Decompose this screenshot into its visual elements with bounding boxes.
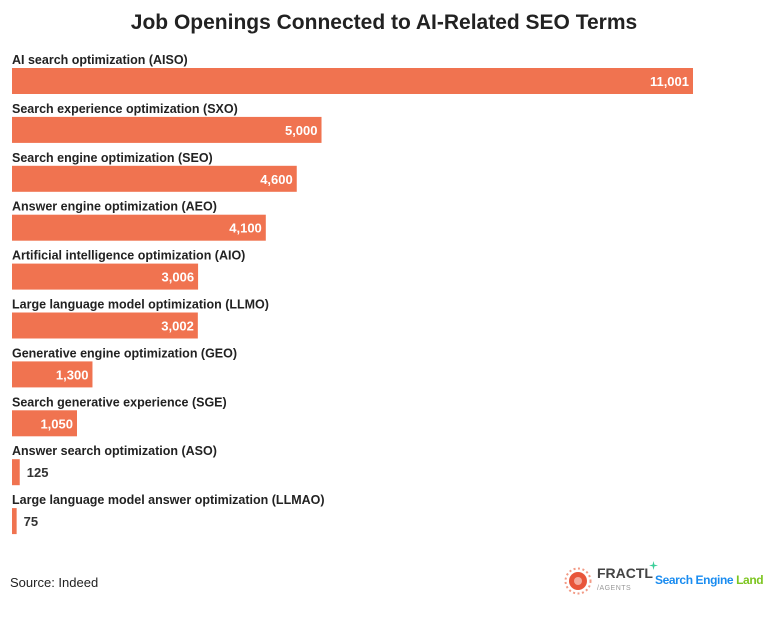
category-label: Artificial intelligence optimization (AI…	[12, 249, 245, 263]
bar	[12, 361, 93, 388]
category-label: Search generative experience (SGE)	[12, 395, 227, 409]
category-label: AI search optimization (AISO)	[12, 53, 188, 67]
source-note: Source: Indeed	[10, 575, 99, 590]
value-label: 5,000	[285, 123, 318, 138]
fractl-sunburst-icon	[564, 567, 592, 595]
category-label: Large language model optimization (LLMO)	[12, 298, 269, 312]
bar	[12, 410, 77, 437]
bar	[12, 508, 17, 535]
bar	[12, 165, 297, 192]
bar	[12, 116, 322, 143]
bar	[12, 68, 693, 94]
bar	[12, 312, 198, 339]
sparkle-icon	[649, 561, 658, 570]
logo-part-2: Land	[736, 573, 764, 587]
search-engine-land-logo: Search Engine Land	[655, 573, 764, 588]
value-label: 4,100	[229, 221, 262, 236]
fractl-sub: /AGENTS	[597, 585, 632, 592]
fractl-name: FRACTL	[597, 565, 653, 581]
value-label: 3,002	[161, 319, 194, 334]
category-label: Large language model answer optimization…	[12, 493, 325, 507]
logo-part-1: Search Engine	[655, 573, 734, 587]
value-label: 3,006	[162, 270, 195, 285]
value-label: 4,600	[260, 172, 293, 187]
value-label: 125	[27, 465, 49, 480]
category-label: Search engine optimization (SEO)	[12, 151, 213, 165]
value-label: 1,050	[40, 416, 73, 431]
value-label: 75	[24, 514, 38, 529]
chart-title: Job Openings Connected to AI-Related SEO…	[130, 11, 638, 34]
bar	[12, 214, 266, 241]
category-label: Answer engine optimization (AEO)	[12, 200, 217, 214]
bar	[12, 263, 199, 290]
value-label: 1,300	[56, 367, 89, 382]
category-label: Answer search optimization (ASO)	[12, 444, 217, 458]
bar	[12, 459, 20, 486]
category-label: Generative engine optimization (GEO)	[12, 346, 237, 360]
category-label: Search experience optimization (SXO)	[12, 102, 238, 116]
value-label: 11,001	[650, 74, 689, 89]
